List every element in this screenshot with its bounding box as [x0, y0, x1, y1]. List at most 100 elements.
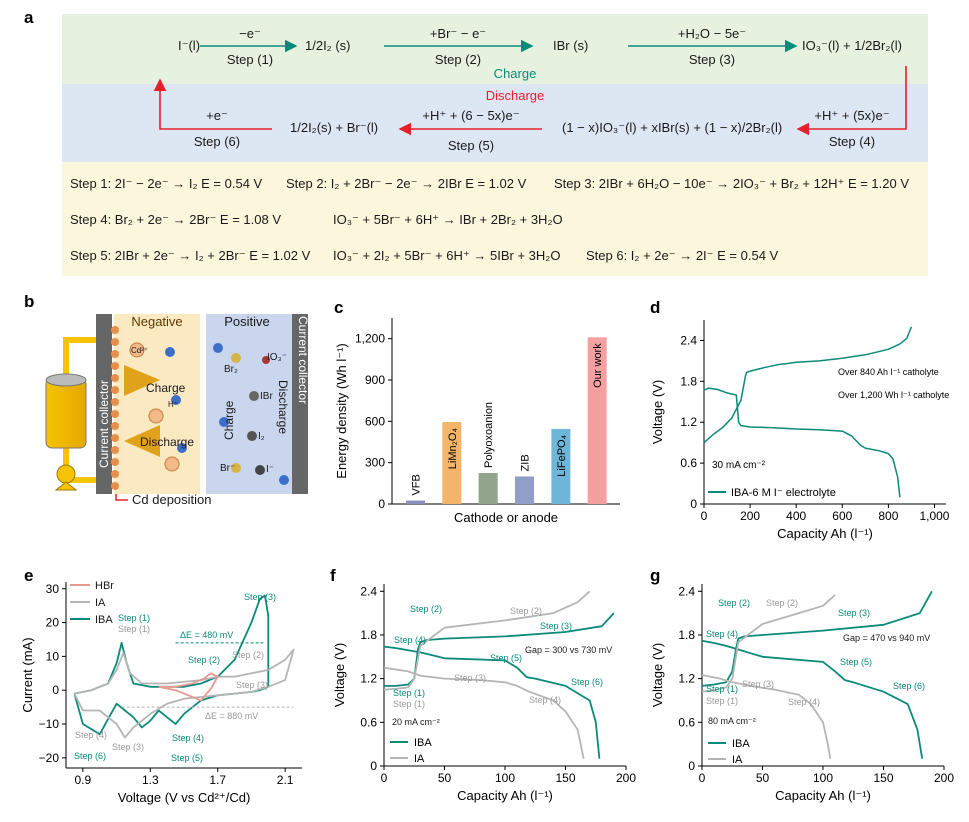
charge-mid-label: Charge	[222, 400, 236, 440]
g-step1a: Step (1)	[706, 684, 739, 694]
h-ion-label: H⁺	[168, 400, 178, 409]
x-tick-label: 200	[616, 771, 636, 785]
a-arrow1-bot: Step (1)	[226, 52, 274, 67]
h-ion-5	[219, 417, 229, 427]
equation-band	[62, 162, 928, 276]
electrolyte-tank	[45, 377, 87, 449]
a-node-iodide: I⁻(l)	[178, 38, 201, 53]
e-de880: ΔE = 880 mV	[205, 711, 259, 721]
cd-ion-1	[129, 342, 145, 358]
f-step4: Step (4)	[394, 635, 427, 645]
a-node-io3: IO₃⁻(l) + 1/2Br₂(l)	[802, 38, 902, 53]
a-node-i2-br: 1/2I₂(s) + Br⁻(l)	[290, 120, 379, 135]
series-ia	[73, 648, 295, 739]
panel-label-e: e	[24, 566, 34, 585]
series-ia-discharge	[701, 674, 832, 759]
f-step2b: Step (2)	[510, 606, 543, 616]
discharge-right-label: Discharge	[276, 380, 290, 435]
x-tick-label: 2.1	[277, 773, 294, 787]
y-tick-label: 1.2	[680, 415, 697, 429]
bar-label: VFB	[411, 474, 423, 495]
e-legend-hbr: HBr	[95, 580, 114, 592]
y-tick-label: 0.6	[678, 715, 695, 729]
io3-label: IO₃⁻	[267, 352, 287, 363]
charge-band	[62, 14, 928, 84]
br-label: Br⁻	[220, 463, 236, 474]
y-tick-label: 0	[690, 497, 697, 511]
chart-capacity-voltage-d: 0 200 400 600 800 1,000 0 0.6 1.2 1.8 2.4 Capacity …	[650, 320, 950, 541]
x-axis-title: Voltage (V vs Cd²⁺/Cd)	[118, 790, 251, 805]
membrane	[200, 314, 208, 494]
y-tick-label: 20	[46, 616, 60, 630]
a-arrow6-bot: Step (6)	[193, 134, 241, 149]
a-arrow3-top: +H₂O − 5e⁻	[677, 26, 747, 41]
bar-label: LiMn₂O₄	[447, 428, 459, 470]
x-axis-title: Capacity Ah (l⁻¹)	[457, 788, 553, 803]
f-step6: Step (6)	[571, 677, 604, 687]
series-ia-discharge	[383, 666, 585, 759]
series-hbr	[158, 672, 219, 702]
series-iba-discharge	[383, 645, 601, 759]
x-axis-title: Capacity Ah (l⁻¹)	[775, 788, 871, 803]
pump-base	[54, 481, 78, 491]
eq-step1: Step 1: 2I⁻ − 2e⁻ → I₂ E = 0.54 V	[70, 176, 263, 191]
series-iba-discharge	[701, 639, 924, 759]
arrow-step4	[796, 66, 907, 136]
annotation-capacity: Over 840 Ah l⁻¹ catholyte	[838, 367, 939, 377]
chart-capacity-voltage-g: 0 50 100 150 200 0 0.6 1.2 1.8 2.4 Capacity Ah (l⁻…	[650, 584, 954, 803]
y-tick-label: 0	[688, 759, 695, 773]
f-step5: Step (5)	[490, 653, 523, 663]
y-tick-label: 0.6	[680, 456, 697, 470]
tank-lid	[45, 373, 87, 387]
a-arrow4-bot: Step (4)	[828, 134, 876, 149]
chart-capacity-voltage-f: 0 50 100 150 200 0 0.6 1.2 1.8 2.4 Capacity Ah (l⁻…	[332, 584, 636, 803]
y-tick-label: 1.2	[678, 672, 695, 686]
g-step4: Step (4)	[706, 629, 739, 639]
h-ion-1	[165, 347, 175, 357]
y-axis-title: Voltage (V)	[650, 643, 665, 707]
negative-label: Negative	[131, 314, 183, 329]
bar-label: Our work	[592, 343, 604, 388]
e-step1a: Step (1)	[118, 613, 151, 623]
a-arrow5-top: +H⁺ + (6 − 5x)e⁻	[422, 108, 520, 123]
x-tick-label: 1,000	[919, 509, 949, 523]
e-step5: Step (5)	[171, 753, 204, 763]
y-tick-label: 2.4	[680, 333, 697, 347]
y-tick-label: 2.4	[360, 584, 377, 598]
i2-label: I₂	[258, 431, 265, 442]
y-tick-label: 600	[365, 414, 385, 428]
x-tick-label: 0	[381, 771, 388, 785]
cd-deposition-label: Cd deposition	[132, 492, 212, 507]
f-step1a: Step (1)	[393, 688, 426, 698]
x-tick-label: 50	[756, 771, 770, 785]
series-charge	[703, 326, 913, 444]
legend-label-ia: IA	[732, 754, 743, 766]
x-tick-label: 0.9	[75, 773, 92, 787]
eq-step4b: IO₃⁻ + 5Br⁻ + 6H⁺ → IBr + 2Br₂ + 3H₂O	[333, 212, 563, 227]
chart-energy-density: 0 300 600 900 1,200 VFB LiMn₂O₄ Polyoxoanion ZIB…	[334, 318, 620, 525]
e-step3c: Step (3)	[112, 742, 145, 752]
x-tick-label: 1.7	[209, 773, 226, 787]
a-node-mixture: (1 − x)IO₃⁻(l) + xIBr(s) + (1 − x)/2Br₂(…	[562, 120, 783, 135]
y-tick-label: 1,200	[355, 332, 385, 346]
a-arrow1-top: −e⁻	[239, 26, 261, 41]
charge-b-label: Charge	[146, 381, 186, 395]
y-tick-label: −20	[39, 751, 60, 765]
h-ion-4	[213, 343, 223, 353]
ibr-label: IBr	[260, 391, 273, 402]
a-node-ibr: IBr (s)	[553, 38, 589, 53]
y-tick-label: 30	[46, 582, 60, 596]
series-ia-charge	[701, 594, 836, 693]
current-collector-left	[96, 314, 112, 494]
f-current: 20 mA cm⁻²	[392, 717, 440, 727]
x-tick-label: 600	[832, 509, 852, 523]
i-ion	[255, 465, 265, 475]
panel-label-f: f	[330, 566, 336, 585]
legend-label-iba: IBA	[732, 738, 750, 750]
discharge-label: Discharge	[485, 88, 545, 103]
x-tick-label: 400	[786, 509, 806, 523]
collector-left-label: Current collector	[97, 379, 111, 468]
y-tick-label: 10	[46, 649, 60, 663]
x-tick-label: 0	[701, 509, 708, 523]
y-tick-label: 2.4	[678, 584, 695, 598]
